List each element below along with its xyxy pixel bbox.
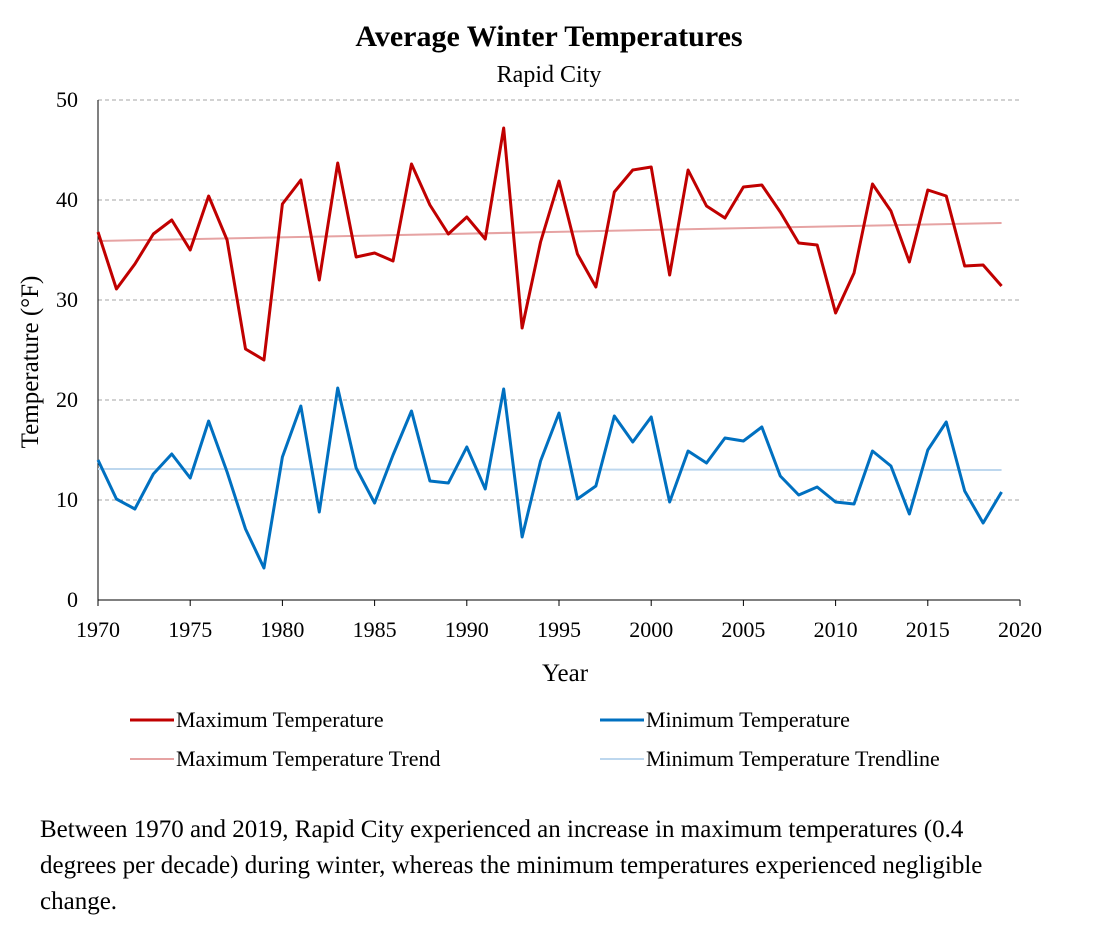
x-tick-label: 1970	[76, 617, 120, 642]
x-tick-label: 2010	[814, 617, 858, 642]
y-tick-label: 50	[56, 87, 78, 112]
x-tick-label: 2020	[998, 617, 1042, 642]
series-line-maximum-temperature-trend	[97, 222, 1002, 242]
y-tick-label: 10	[56, 487, 78, 512]
x-tick-label: 1975	[168, 617, 212, 642]
series-lines	[96, 126, 1003, 570]
caption: Between 1970 and 2019, Rapid City experi…	[40, 816, 983, 915]
y-axis-title: Temperature (°F)	[17, 276, 44, 449]
legend-label-maximum-temperature: Maximum Temperature	[176, 707, 384, 732]
series-line-maximum-temperature	[96, 126, 1003, 362]
legend-label-maximum-temperature-trend: Maximum Temperature Trend	[176, 746, 440, 771]
x-tick-label: 1985	[353, 617, 397, 642]
chart-title: Average Winter Temperatures	[355, 20, 742, 53]
chart-subtitle: Rapid City	[497, 62, 602, 88]
series-line-minimum-temperature-trendline	[97, 468, 1002, 471]
y-tick-label: 30	[56, 287, 78, 312]
axes	[97, 100, 1021, 606]
chart: Average Winter Temperatures Rapid City 0…	[17, 20, 1042, 771]
x-tick-label: 1995	[537, 617, 581, 642]
x-tick-label: 1990	[445, 617, 489, 642]
x-tick-label: 2000	[629, 617, 673, 642]
y-tick-label: 0	[67, 587, 78, 612]
y-tick-label: 20	[56, 387, 78, 412]
x-axis-title: Year	[542, 660, 589, 687]
y-tick-label: 40	[56, 187, 78, 212]
x-tick-label: 2015	[906, 617, 950, 642]
legend-label-minimum-temperature: Minimum Temperature	[646, 707, 850, 732]
x-tick-label: 1980	[260, 617, 304, 642]
legend: Maximum Temperature Minimum Temperature Ma…	[130, 707, 940, 771]
x-tick-label: 2005	[721, 617, 765, 642]
tick-labels: 0 10 20 30 40 50 1970 1975 1980 1985 1990 1995 2000 2…	[56, 87, 1042, 642]
legend-label-minimum-temperature-trendline: Minimum Temperature Trendline	[646, 746, 940, 771]
series-line-minimum-temperature	[96, 386, 1003, 570]
